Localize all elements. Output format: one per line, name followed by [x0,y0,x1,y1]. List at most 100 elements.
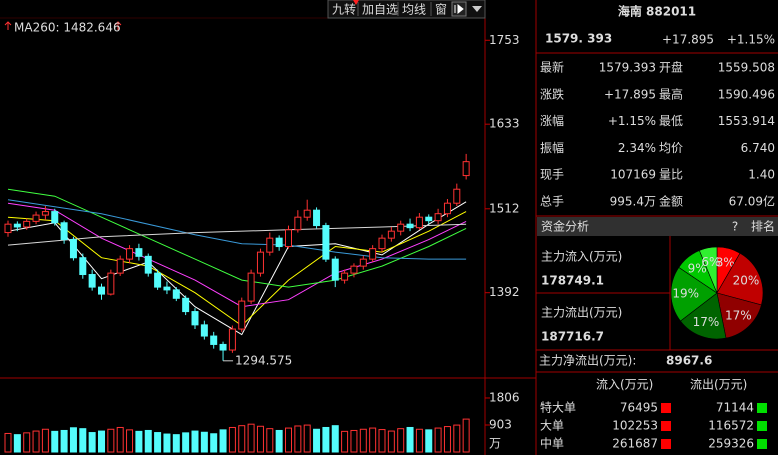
y-tick-label: 1512 [489,201,520,215]
candle-body [200,324,208,337]
pie-slice [699,246,718,294]
volume-bar [406,426,414,453]
ma-arrow [114,21,122,30]
candle-body [275,237,283,248]
toolbar-button[interactable]: 窗 [435,3,447,17]
volume-bar [98,430,105,453]
volume-bar [350,429,358,453]
order-outflow: 71144 [716,401,754,415]
order-inflow: 76495 [620,401,658,415]
volume-bar [210,433,218,453]
volume-bar [434,427,442,453]
volume-bar [69,427,77,453]
order-outflow: 259326 [708,437,754,451]
toolbar-marker [353,0,359,5]
orders-header: 流入(万元) [596,378,653,392]
candle-body [322,225,330,260]
order-type: 大单 [540,419,564,433]
pie-label: 20% [733,274,760,288]
price-change: +17.895 [662,33,714,47]
volume-bar [387,430,395,453]
ma-label: MA260: 1482.646 [14,21,121,35]
fund-rank[interactable]: 排名 [751,219,775,234]
orders-header: 流出(万元) [690,378,747,392]
volume-bar [41,428,49,453]
candle-body [13,223,21,228]
candle-body [154,272,162,288]
low-label: 1294.575 [235,353,292,367]
quote-value: 1579.393 [599,61,656,75]
quote-value: +17.895 [604,87,656,101]
volume-bar [32,430,40,453]
inflow-swatch [661,421,671,431]
volume-bar [23,432,31,453]
candle-body [163,286,171,291]
ma-line [7,223,467,246]
pie-slice [716,252,764,306]
candle-body [425,216,433,222]
pie-label: 19% [672,287,699,301]
candle-body [98,286,105,295]
candle-body [51,211,59,224]
volume-bar [144,429,152,453]
quote-value: 6.740 [741,141,775,155]
candle-body [23,220,31,228]
quote-label: 总手 [540,195,564,209]
volume-bar [126,429,134,453]
candle-body [41,211,49,216]
candle-body [191,311,199,326]
volume-bar [415,428,423,453]
quote-value: 1553.914 [718,114,775,128]
quote-value: 1590.496 [718,87,775,101]
volume-bar [303,424,311,453]
candle-body [462,161,470,177]
candle-body [341,272,349,281]
volume-bar [154,432,162,453]
volume-bar [275,429,283,453]
candle-body [294,216,302,231]
quote-value: 107169 [610,168,656,182]
volume-bar [378,429,386,453]
volume-bar [200,431,208,453]
candle-body [247,272,255,302]
order-outflow: 116572 [708,419,754,433]
candle-body [4,223,12,234]
toolbar-button[interactable]: 均线 [402,3,426,17]
volume-bar [331,425,339,453]
candle-body [331,258,339,281]
volume-bar [4,432,12,453]
volume-bar [172,434,180,453]
candle-body [369,248,377,260]
order-type: 中单 [540,436,564,451]
ma-line [7,188,467,288]
stock-title: 海南 882011 [618,4,696,19]
volume-bar [247,423,255,453]
volume-tick-label: 1806 [489,390,520,404]
volume-bar [238,425,246,453]
toolbar-icon [454,3,464,15]
candle-body [219,343,227,351]
volume-bar [88,432,96,453]
inflow-swatch [661,403,671,413]
candle-body [79,257,87,276]
net-label: 主力净流出(万元): [539,354,636,368]
y-tick-label: 1753 [489,33,520,47]
candle-body [397,223,405,232]
volume-bar [13,434,21,453]
volume-bar [116,426,124,453]
quote-value: 2.34% [618,141,656,155]
quote-label: 量比 [659,168,683,182]
inflow-label: 主力流入(万元) [541,250,622,264]
fund-help[interactable]: ? [732,220,738,234]
order-inflow: 261687 [612,437,658,451]
candle-body [32,214,40,222]
toolbar-button[interactable]: 加自选 [362,3,398,17]
volume-bar [397,428,405,453]
candle-body [359,258,367,267]
toolbar-dropdown[interactable] [472,6,482,12]
quote-value: 1.40 [748,168,775,182]
quote-value: 995.4万 [610,195,656,209]
volume-bar [163,433,171,453]
toolbar-button[interactable]: 九转 [332,2,356,17]
